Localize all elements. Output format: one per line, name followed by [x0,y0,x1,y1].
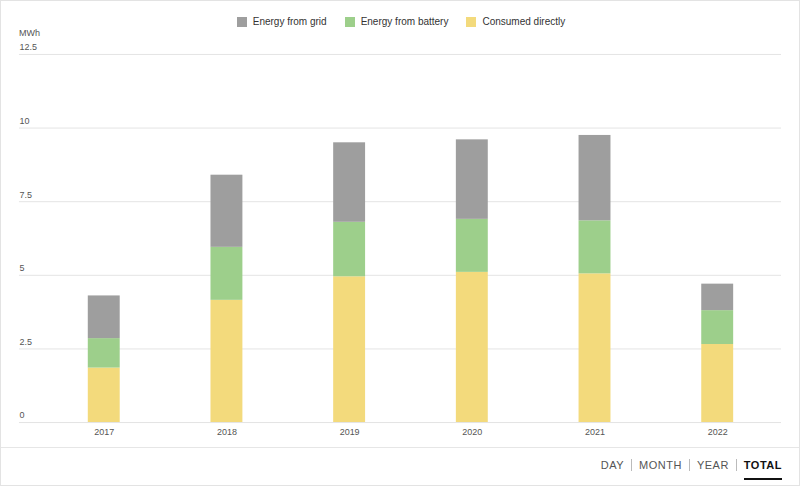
html-text:MWh: MWh [19,28,40,38]
html-text:YEAR: YEAR [696,459,729,471]
svg-text:2.5: 2.5 [19,337,31,347]
html-text:Energy from grid: Energy from grid [252,16,327,27]
svg-text:2017: 2017 [94,427,114,437]
svg-text:10: 10 [19,116,29,126]
svg-text:2019: 2019 [340,427,360,437]
svg-text:7.5: 7.5 [19,190,31,200]
svg-text:2018: 2018 [217,427,237,437]
svg-text:12.5: 12.5 [19,42,36,52]
svg-text:0: 0 [19,410,24,420]
html-text:MONTH: MONTH [639,459,682,471]
html-text:Energy from battery: Energy from battery [360,16,449,27]
html-text:Consumed directly: Consumed directly [482,16,566,27]
svg-text:2020: 2020 [462,427,482,437]
html-text:TOTAL: TOTAL [743,459,782,471]
html-text:DAY: DAY [600,459,624,471]
svg-text:2021: 2021 [585,427,605,437]
svg-text:2022: 2022 [708,427,728,437]
svg-text:5: 5 [19,263,24,273]
